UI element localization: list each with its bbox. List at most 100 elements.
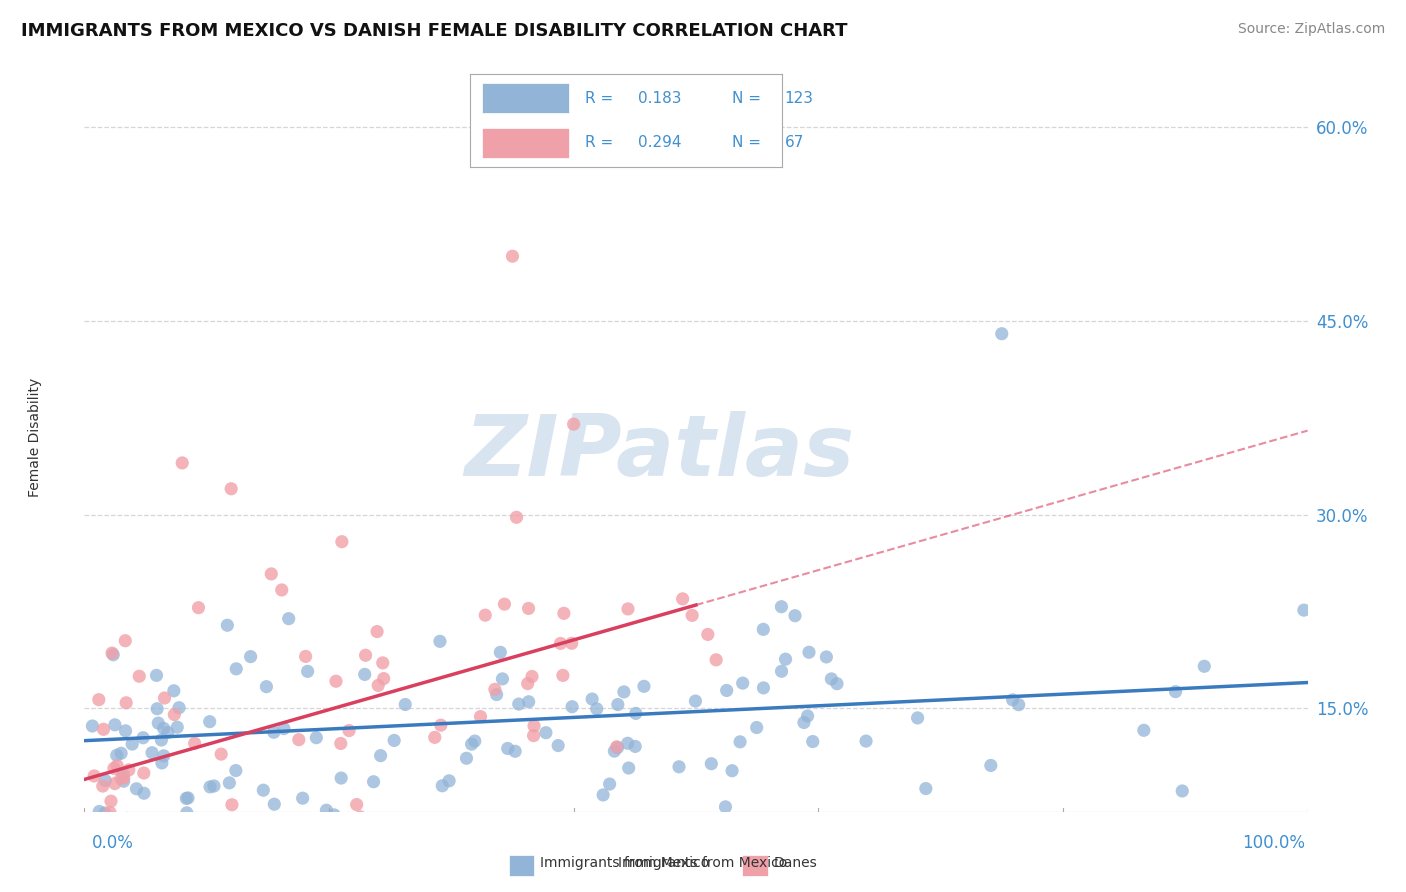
Point <box>305 731 328 745</box>
Text: ZIPatlas: ZIPatlas <box>464 410 855 493</box>
Point <box>456 751 478 765</box>
Point <box>696 627 718 641</box>
Point <box>325 674 347 689</box>
Text: Source: ZipAtlas.com: Source: ZipAtlas.com <box>1237 22 1385 37</box>
Point <box>363 774 385 789</box>
Point <box>94 805 117 820</box>
Point <box>115 811 138 825</box>
Text: Immigrants from Mexico: Immigrants from Mexico <box>619 856 787 871</box>
Point <box>378 817 401 831</box>
Point <box>270 582 292 597</box>
Point <box>606 698 628 712</box>
Point <box>277 612 299 626</box>
Point <box>731 676 754 690</box>
Point <box>145 668 167 682</box>
Point <box>770 599 793 614</box>
Point <box>172 456 194 470</box>
Point <box>581 692 603 706</box>
Point <box>491 672 513 686</box>
Point <box>367 678 389 692</box>
Point <box>523 719 546 733</box>
Point <box>907 711 929 725</box>
Point <box>146 702 169 716</box>
Point <box>167 700 190 714</box>
Point <box>353 667 375 681</box>
Point <box>103 761 125 775</box>
Point <box>668 760 690 774</box>
Point <box>217 618 239 632</box>
Point <box>752 623 775 637</box>
Point <box>153 691 176 706</box>
Point <box>148 716 170 731</box>
Point <box>329 736 352 750</box>
Point <box>125 781 148 796</box>
Point <box>187 600 209 615</box>
Point <box>517 695 540 709</box>
Point <box>617 602 640 616</box>
Point <box>613 685 636 699</box>
Point <box>474 608 496 623</box>
Point <box>681 608 703 623</box>
Point <box>382 733 405 747</box>
Point <box>1194 659 1216 673</box>
Point <box>75 817 97 831</box>
Point <box>714 800 737 814</box>
Point <box>297 665 319 679</box>
Point <box>825 676 848 690</box>
Text: 0.0%: 0.0% <box>91 834 134 852</box>
Point <box>503 744 526 758</box>
Point <box>163 683 186 698</box>
Point <box>1133 723 1156 738</box>
Point <box>132 786 155 800</box>
Point <box>599 777 621 791</box>
Point <box>775 652 797 666</box>
Point <box>801 734 824 748</box>
Point <box>783 608 806 623</box>
Point <box>104 718 127 732</box>
Point <box>263 725 285 739</box>
Point <box>585 702 607 716</box>
Point <box>432 779 454 793</box>
Point <box>177 791 200 805</box>
Point <box>294 649 316 664</box>
Point <box>437 773 460 788</box>
Text: IMMIGRANTS FROM MEXICO VS DANISH FEMALE DISABILITY CORRELATION CHART: IMMIGRANTS FROM MEXICO VS DANISH FEMALE … <box>21 22 848 40</box>
Point <box>150 733 173 747</box>
Point <box>728 735 751 749</box>
Point <box>260 566 283 581</box>
Point <box>91 779 114 793</box>
Point <box>1292 603 1315 617</box>
Point <box>516 676 538 690</box>
Point <box>112 771 135 785</box>
Point <box>209 747 232 761</box>
Point <box>1171 784 1194 798</box>
Point <box>105 748 128 763</box>
Point <box>163 707 186 722</box>
Point <box>273 722 295 736</box>
Point <box>366 624 388 639</box>
Point <box>198 780 221 794</box>
Point <box>115 696 138 710</box>
Point <box>87 692 110 706</box>
Point <box>132 731 155 745</box>
Point <box>330 771 353 785</box>
Point <box>371 656 394 670</box>
Point <box>219 812 242 826</box>
Point <box>429 634 451 648</box>
Point <box>606 740 628 755</box>
Point <box>141 746 163 760</box>
Point <box>101 646 124 660</box>
Point <box>405 816 427 830</box>
Point <box>797 645 820 659</box>
Point <box>176 791 198 805</box>
Point <box>517 601 540 615</box>
Point <box>150 756 173 770</box>
Text: Danes: Danes <box>773 856 817 871</box>
Point <box>218 776 240 790</box>
Point <box>239 649 262 664</box>
Point <box>704 653 727 667</box>
Point <box>112 767 135 781</box>
Point <box>603 744 626 758</box>
Point <box>914 781 936 796</box>
Point <box>1008 698 1031 712</box>
